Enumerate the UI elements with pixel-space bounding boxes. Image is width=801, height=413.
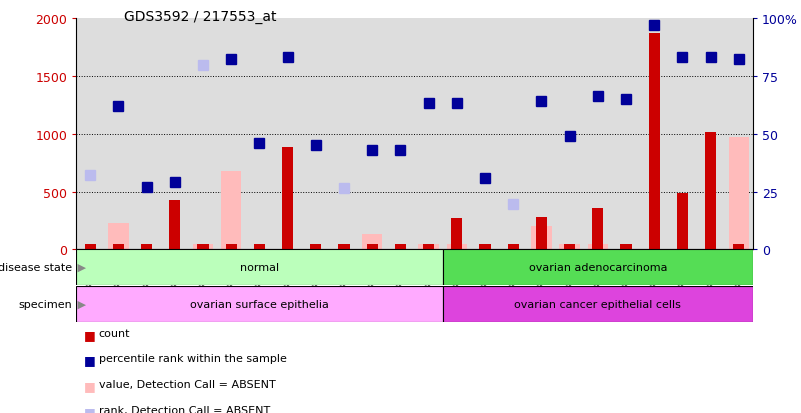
Bar <box>592 208 603 250</box>
Bar <box>197 244 208 250</box>
Text: GDS3592 / 217553_at: GDS3592 / 217553_at <box>124 10 276 24</box>
Bar <box>423 244 434 250</box>
Bar <box>451 218 462 250</box>
Bar <box>193 244 213 250</box>
Bar <box>362 235 382 250</box>
Bar <box>531 227 552 250</box>
Bar <box>310 244 321 250</box>
Bar <box>108 223 128 250</box>
Bar <box>559 244 580 250</box>
Bar <box>508 244 519 250</box>
Bar <box>588 244 608 250</box>
Bar <box>733 244 744 250</box>
Bar <box>705 133 716 250</box>
Bar <box>395 244 406 250</box>
Bar <box>113 244 124 250</box>
Bar <box>226 244 237 250</box>
Text: ■: ■ <box>84 328 96 341</box>
Text: value, Detection Call = ABSENT: value, Detection Call = ABSENT <box>99 379 276 389</box>
Bar <box>621 244 632 250</box>
Text: percentile rank within the sample: percentile rank within the sample <box>99 354 287 363</box>
Bar <box>418 244 439 250</box>
Text: count: count <box>99 328 130 338</box>
Text: ▶: ▶ <box>74 299 86 309</box>
Bar <box>367 244 378 250</box>
Bar <box>76 287 443 322</box>
Bar <box>443 250 753 285</box>
Text: ovarian adenocarcinoma: ovarian adenocarcinoma <box>529 262 667 273</box>
Bar <box>338 244 350 250</box>
Text: ▶: ▶ <box>74 262 86 273</box>
Text: normal: normal <box>239 262 279 273</box>
Text: rank, Detection Call = ABSENT: rank, Detection Call = ABSENT <box>99 405 270 413</box>
Bar <box>254 244 265 250</box>
Bar <box>443 287 753 322</box>
Bar <box>536 218 547 250</box>
Text: ■: ■ <box>84 379 96 392</box>
Text: ovarian surface epithelia: ovarian surface epithelia <box>190 299 329 309</box>
Bar <box>677 193 688 250</box>
Bar <box>221 171 241 250</box>
Bar <box>729 138 749 250</box>
Bar <box>447 244 467 250</box>
Text: ovarian cancer epithelial cells: ovarian cancer epithelial cells <box>514 299 682 309</box>
Text: ■: ■ <box>84 354 96 366</box>
Bar <box>141 244 152 250</box>
Text: disease state: disease state <box>0 262 72 273</box>
Bar <box>649 33 660 250</box>
Text: ■: ■ <box>84 405 96 413</box>
Bar <box>76 250 443 285</box>
Bar <box>479 244 491 250</box>
Bar <box>169 200 180 250</box>
Bar <box>282 148 293 250</box>
Bar <box>564 244 575 250</box>
Text: specimen: specimen <box>18 299 72 309</box>
Bar <box>85 244 96 250</box>
